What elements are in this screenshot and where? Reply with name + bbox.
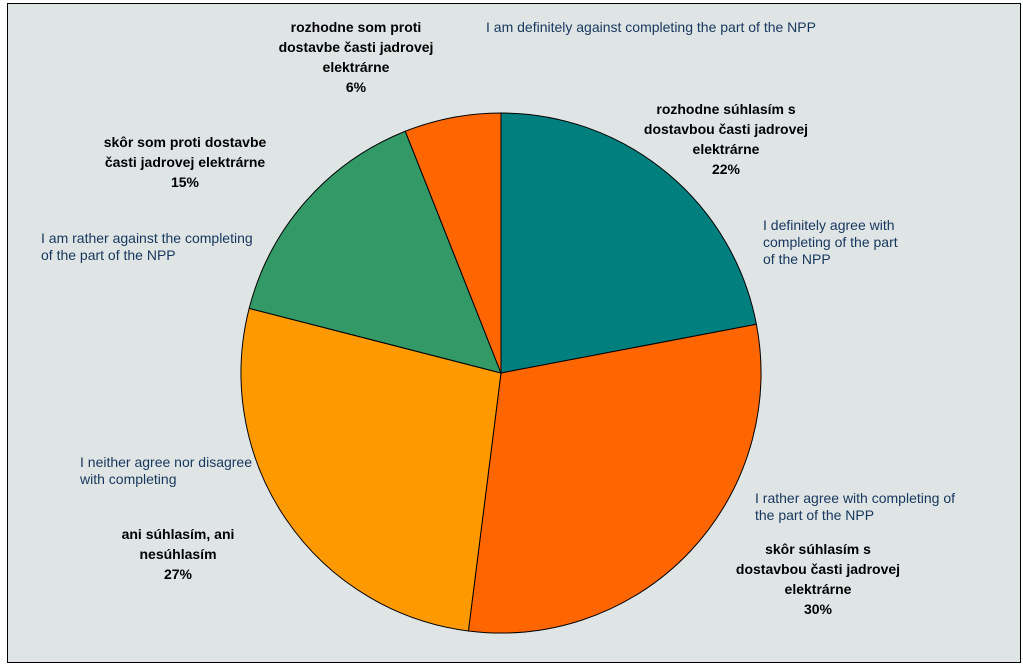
slice-value-label: 22% bbox=[711, 161, 741, 177]
pie-slice-4 bbox=[404, 112, 502, 374]
chart-area: rozhodne súhlasím s dostavbou časti jadro… bbox=[7, 3, 1021, 663]
pie-slice-3 bbox=[248, 130, 502, 374]
slice-label-line: skôr som proti dostavbe bbox=[103, 134, 267, 150]
slice-value-label: 6% bbox=[345, 79, 367, 95]
translation-definitely-against: I am definitely against completing the p… bbox=[486, 19, 816, 36]
translation-line: I am definitely against completing the p… bbox=[486, 19, 816, 35]
slice-label-line: elektrárne bbox=[692, 141, 760, 157]
slice-label-rather-agree: skôr súhlasím s dostavbou časti jadrovej e… bbox=[703, 539, 933, 619]
slice-label-line: skôr súhlasím s bbox=[765, 541, 871, 557]
pie-chart bbox=[240, 112, 762, 634]
slice-label-line: ani súhlasím, ani bbox=[121, 526, 235, 542]
slice-value-label: 30% bbox=[803, 601, 833, 617]
translation-line: of the NPP bbox=[763, 251, 831, 267]
slice-label-line: časti jadrovej elektrárne bbox=[104, 154, 266, 170]
translation-line: I rather agree with completing of bbox=[755, 490, 955, 506]
slice-label-definitely-against: rozhodne som proti dostavbe časti jadrove… bbox=[256, 17, 456, 97]
translation-neither: I neither agree nor disagree with complet… bbox=[80, 454, 252, 488]
translation-line: I definitely agree with bbox=[763, 217, 895, 233]
slice-label-neither: ani súhlasím, ani nesúhlasím 27% bbox=[98, 524, 258, 584]
slice-label-line: dostavbe časti jadrovej bbox=[278, 39, 434, 55]
slice-label-line: rozhodne som proti bbox=[290, 19, 422, 35]
translation-definitely-agree: I definitely agree with completing of the… bbox=[763, 217, 898, 268]
slice-label-rather-against: skôr som proti dostavbe časti jadrovej el… bbox=[70, 132, 300, 192]
translation-line: with completing bbox=[80, 471, 177, 487]
slice-label-line: elektrárne bbox=[784, 581, 852, 597]
pie-slice-0 bbox=[500, 112, 757, 374]
translation-line: the part of the NPP bbox=[755, 507, 875, 523]
translation-line: completing of the part bbox=[763, 234, 898, 250]
slice-label-line: nesúhlasím bbox=[139, 546, 217, 562]
slice-label-line: elektrárne bbox=[322, 59, 390, 75]
translation-rather-agree: I rather agree with completing of the par… bbox=[755, 490, 955, 524]
translation-rather-against: I am rather against the completing of the… bbox=[41, 230, 253, 264]
translation-line: of the part of the NPP bbox=[41, 247, 176, 263]
pie-slice-1 bbox=[467, 323, 762, 634]
translation-line: I neither agree nor disagree bbox=[80, 454, 252, 470]
slice-label-line: rozhodne súhlasím s bbox=[656, 101, 796, 117]
translation-line: I am rather against the completing bbox=[41, 230, 253, 246]
slice-label-definitely-agree: rozhodne súhlasím s dostavbou časti jadro… bbox=[606, 99, 846, 179]
slice-value-label: 27% bbox=[163, 566, 193, 582]
slice-label-line: dostavbou časti jadrovej bbox=[643, 121, 809, 137]
pie-slice-2 bbox=[240, 307, 502, 632]
slice-label-line: dostavbou časti jadrovej bbox=[735, 561, 901, 577]
slice-value-label: 15% bbox=[170, 174, 200, 190]
